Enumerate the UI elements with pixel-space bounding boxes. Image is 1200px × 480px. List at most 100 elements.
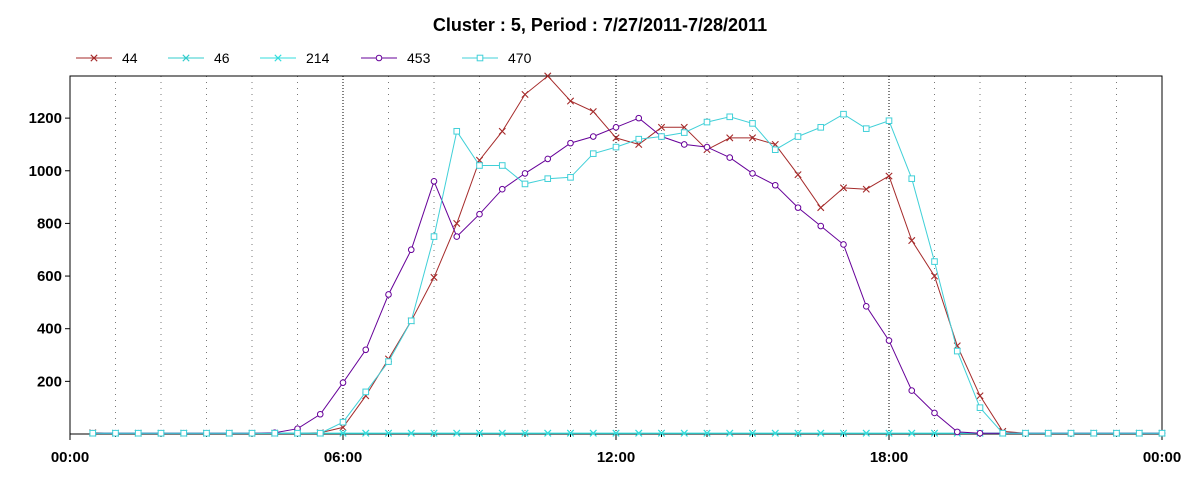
data-point-453 — [453, 233, 461, 240]
data-point-44 — [726, 134, 734, 142]
y-tick-label: 200 — [37, 373, 62, 390]
data-point-470 — [567, 174, 574, 181]
data-point-470 — [953, 347, 961, 355]
data-point-44 — [817, 204, 825, 212]
data-point-470 — [1090, 429, 1098, 437]
data-point-453 — [749, 170, 756, 177]
data-point-470 — [498, 162, 506, 169]
data-point-214 — [748, 429, 757, 437]
data-point-470 — [726, 113, 734, 121]
data-point-214 — [362, 429, 370, 437]
data-point-470 — [362, 388, 370, 396]
data-point-470 — [1044, 429, 1052, 437]
data-point-453 — [840, 241, 847, 248]
data-point-453 — [589, 133, 597, 140]
data-point-214 — [657, 429, 666, 437]
data-point-470 — [407, 317, 415, 325]
data-point-470 — [703, 118, 711, 126]
series-470 — [89, 110, 1166, 437]
data-point-453 — [953, 428, 961, 436]
data-point-453 — [703, 143, 711, 151]
series-layer — [89, 72, 1166, 437]
legend-marker — [375, 54, 383, 62]
data-point-453 — [817, 222, 825, 230]
data-point-214 — [635, 429, 643, 437]
data-point-470 — [612, 143, 620, 151]
data-point-214 — [817, 429, 825, 437]
legend-item-453: 453 — [361, 50, 431, 66]
data-point-453 — [385, 291, 392, 298]
data-point-44 — [657, 123, 666, 131]
y-tick-label: 600 — [37, 268, 62, 285]
data-point-214 — [862, 429, 870, 437]
data-point-470 — [931, 258, 938, 265]
data-point-470 — [430, 233, 438, 240]
legend-marker — [274, 54, 282, 62]
data-point-470 — [885, 117, 893, 125]
data-point-214 — [521, 429, 529, 437]
data-point-44 — [612, 134, 620, 142]
data-point-470 — [544, 175, 552, 182]
data-point-44 — [839, 184, 848, 192]
data-point-470 — [976, 404, 984, 411]
data-point-470 — [134, 429, 142, 437]
legend: 44 46 214 453 470 — [76, 50, 532, 66]
legend-marker — [476, 54, 484, 62]
data-point-214 — [794, 429, 802, 437]
data-point-470 — [294, 429, 301, 437]
x-tick-label: 18:00 — [870, 449, 908, 466]
legend-item-46: 46 — [168, 50, 230, 66]
x-tick-label: 00:00 — [1143, 449, 1181, 466]
data-point-470 — [658, 133, 665, 140]
series-line-470 — [92, 113, 1162, 434]
data-point-44 — [544, 72, 552, 80]
data-point-470 — [225, 429, 233, 437]
data-point-470 — [1158, 429, 1166, 437]
data-point-453 — [908, 387, 916, 394]
chart-title: Cluster : 5, Period : 7/27/2011-7/28/201… — [433, 15, 767, 35]
data-point-44 — [566, 97, 575, 105]
series-453 — [89, 114, 1166, 437]
legend-item-470: 470 — [462, 50, 532, 66]
data-point-214 — [885, 429, 893, 437]
data-point-470 — [589, 150, 597, 157]
data-point-470 — [112, 429, 119, 437]
data-point-470 — [1067, 429, 1075, 437]
data-point-453 — [612, 124, 620, 131]
data-point-453 — [430, 177, 438, 185]
data-point-453 — [931, 409, 938, 417]
data-point-214 — [726, 429, 734, 437]
data-point-453 — [771, 181, 779, 189]
data-point-453 — [498, 185, 506, 193]
data-point-453 — [316, 410, 324, 418]
legend-marker — [182, 54, 190, 62]
data-point-214 — [475, 429, 484, 437]
data-point-44 — [430, 273, 438, 281]
data-point-214 — [771, 429, 779, 437]
data-point-453 — [339, 379, 347, 386]
data-point-453 — [680, 141, 688, 148]
data-point-214 — [566, 429, 575, 437]
data-point-453 — [976, 429, 984, 437]
data-point-44 — [589, 107, 597, 116]
data-point-470 — [203, 429, 210, 437]
data-point-453 — [407, 246, 415, 254]
x-tick-label: 00:00 — [51, 449, 89, 466]
data-point-453 — [726, 154, 734, 161]
data-point-470 — [862, 125, 870, 132]
data-point-470 — [1135, 429, 1143, 437]
data-point-453 — [476, 210, 483, 218]
data-point-214 — [612, 429, 620, 437]
data-point-453 — [362, 346, 370, 354]
legend-marker — [90, 54, 98, 62]
x-tick-label: 12:00 — [597, 449, 635, 466]
data-point-470 — [1022, 429, 1029, 437]
data-point-470 — [771, 146, 779, 154]
data-point-44 — [862, 185, 870, 193]
data-point-453 — [521, 170, 529, 177]
data-point-214 — [453, 429, 461, 437]
legend-label: 214 — [306, 50, 330, 66]
data-point-470 — [521, 180, 529, 188]
data-point-214 — [930, 429, 939, 437]
data-point-470 — [339, 418, 347, 426]
